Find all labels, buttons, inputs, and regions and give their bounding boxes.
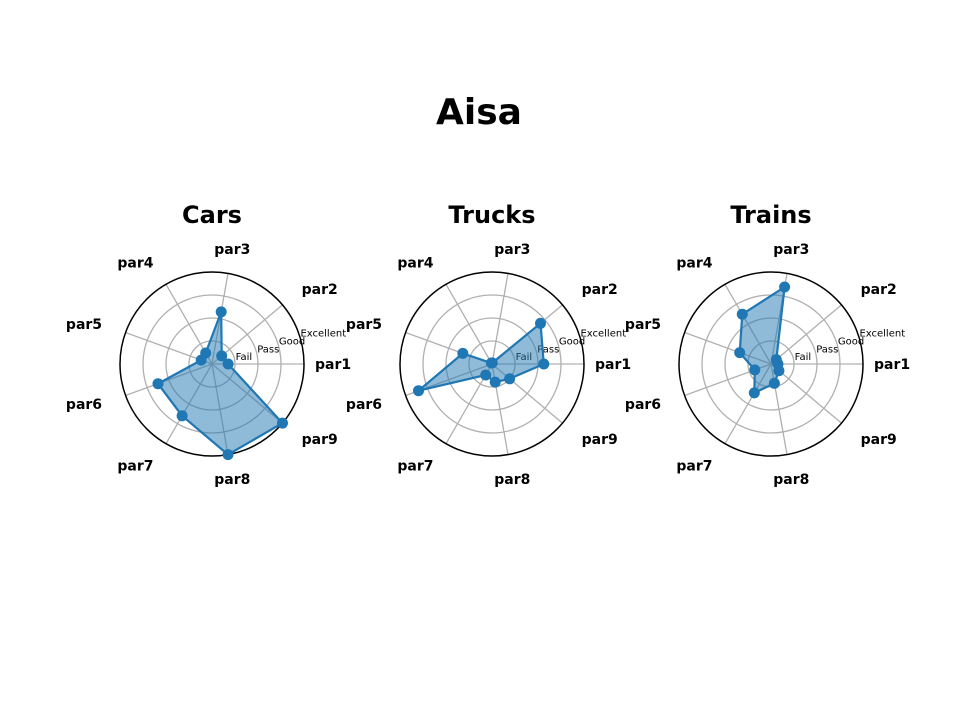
data-point-par2 bbox=[216, 350, 228, 362]
data-point-par2 bbox=[535, 317, 546, 329]
data-point-par4 bbox=[485, 357, 497, 369]
data-point-par3 bbox=[779, 281, 791, 293]
data-point-par8 bbox=[222, 449, 234, 461]
data-point-par9 bbox=[773, 365, 785, 377]
category-label-par9: par9 bbox=[861, 432, 897, 448]
category-label-par6: par6 bbox=[625, 397, 661, 413]
data-point-par9 bbox=[277, 417, 288, 429]
category-label-par2: par2 bbox=[582, 282, 618, 298]
chart-title: Trains bbox=[730, 201, 811, 229]
radial-tick-label: Excellent bbox=[859, 329, 905, 340]
category-label-par6: par6 bbox=[66, 397, 102, 413]
radial-tick-label: Excellent bbox=[300, 329, 346, 340]
category-label-par8: par8 bbox=[773, 472, 809, 488]
grid-spoke bbox=[770, 304, 842, 365]
polar-frame bbox=[119, 271, 305, 457]
radar-panels: CarsFailPassGoodExcellentpar1par2par3par… bbox=[66, 201, 910, 488]
data-point-par5 bbox=[734, 347, 746, 359]
category-label-par1: par1 bbox=[874, 357, 910, 373]
chart-title: Cars bbox=[182, 201, 242, 229]
series-area bbox=[156, 310, 284, 456]
category-label-par5: par5 bbox=[625, 317, 661, 333]
category-label-par8: par8 bbox=[214, 472, 250, 488]
radial-tick-label: Good bbox=[838, 336, 864, 347]
radial-tick-label: Fail bbox=[236, 352, 253, 363]
data-point-par7 bbox=[176, 410, 188, 422]
data-point-par7 bbox=[748, 387, 760, 399]
data-point-par5 bbox=[457, 347, 469, 359]
category-label-par9: par9 bbox=[302, 432, 338, 448]
category-label-par7: par7 bbox=[117, 458, 153, 474]
category-label-par2: par2 bbox=[302, 282, 338, 298]
radial-tick-label: Pass bbox=[257, 344, 279, 355]
data-point-par8 bbox=[489, 376, 501, 388]
series-area bbox=[738, 285, 786, 394]
data-point-par6 bbox=[749, 364, 761, 376]
data-point-par1 bbox=[538, 358, 550, 370]
category-label-par5: par5 bbox=[346, 317, 382, 333]
radar-trucks: TrucksFailPassGoodExcellentpar1par2par3p… bbox=[346, 201, 631, 488]
radial-tick-label: Excellent bbox=[580, 329, 626, 340]
data-point-par4 bbox=[736, 308, 748, 320]
grid-spoke bbox=[491, 273, 509, 365]
data-point-par2 bbox=[770, 354, 782, 366]
data-point-par3 bbox=[215, 306, 227, 318]
category-label-par6: par6 bbox=[346, 397, 382, 413]
category-label-par3: par3 bbox=[494, 242, 530, 258]
data-point-par7 bbox=[480, 369, 492, 381]
radial-tick-label: Pass bbox=[816, 344, 838, 355]
category-label-par7: par7 bbox=[676, 458, 712, 474]
category-label-par9: par9 bbox=[582, 432, 618, 448]
category-label-par5: par5 bbox=[66, 317, 102, 333]
category-label-par8: par8 bbox=[494, 472, 530, 488]
data-point-par5 bbox=[195, 354, 207, 366]
data-point-par1 bbox=[222, 358, 234, 370]
category-label-par1: par1 bbox=[315, 357, 351, 373]
category-label-par7: par7 bbox=[397, 458, 433, 474]
category-label-par4: par4 bbox=[397, 256, 433, 272]
category-label-par3: par3 bbox=[214, 242, 250, 258]
category-label-par2: par2 bbox=[861, 282, 897, 298]
figure-title: Aisa bbox=[436, 92, 522, 133]
category-label-par4: par4 bbox=[676, 256, 712, 272]
chart-title: Trucks bbox=[448, 201, 535, 229]
category-label-par1: par1 bbox=[595, 357, 631, 373]
data-point-par8 bbox=[768, 377, 780, 389]
data-point-par6 bbox=[413, 385, 424, 397]
series-area bbox=[417, 322, 545, 392]
radial-tick-label: Good bbox=[559, 336, 585, 347]
polar-frame bbox=[678, 271, 864, 457]
category-label-par3: par3 bbox=[773, 242, 809, 258]
data-point-par9 bbox=[504, 373, 516, 385]
grid-spoke bbox=[445, 284, 493, 365]
radial-tick-label: Fail bbox=[795, 352, 812, 363]
data-point-par6 bbox=[152, 378, 164, 390]
category-label-par4: par4 bbox=[117, 256, 153, 272]
radial-tick-label: Good bbox=[279, 336, 305, 347]
polar-frame bbox=[399, 271, 585, 457]
radial-tick-label: Pass bbox=[537, 344, 559, 355]
